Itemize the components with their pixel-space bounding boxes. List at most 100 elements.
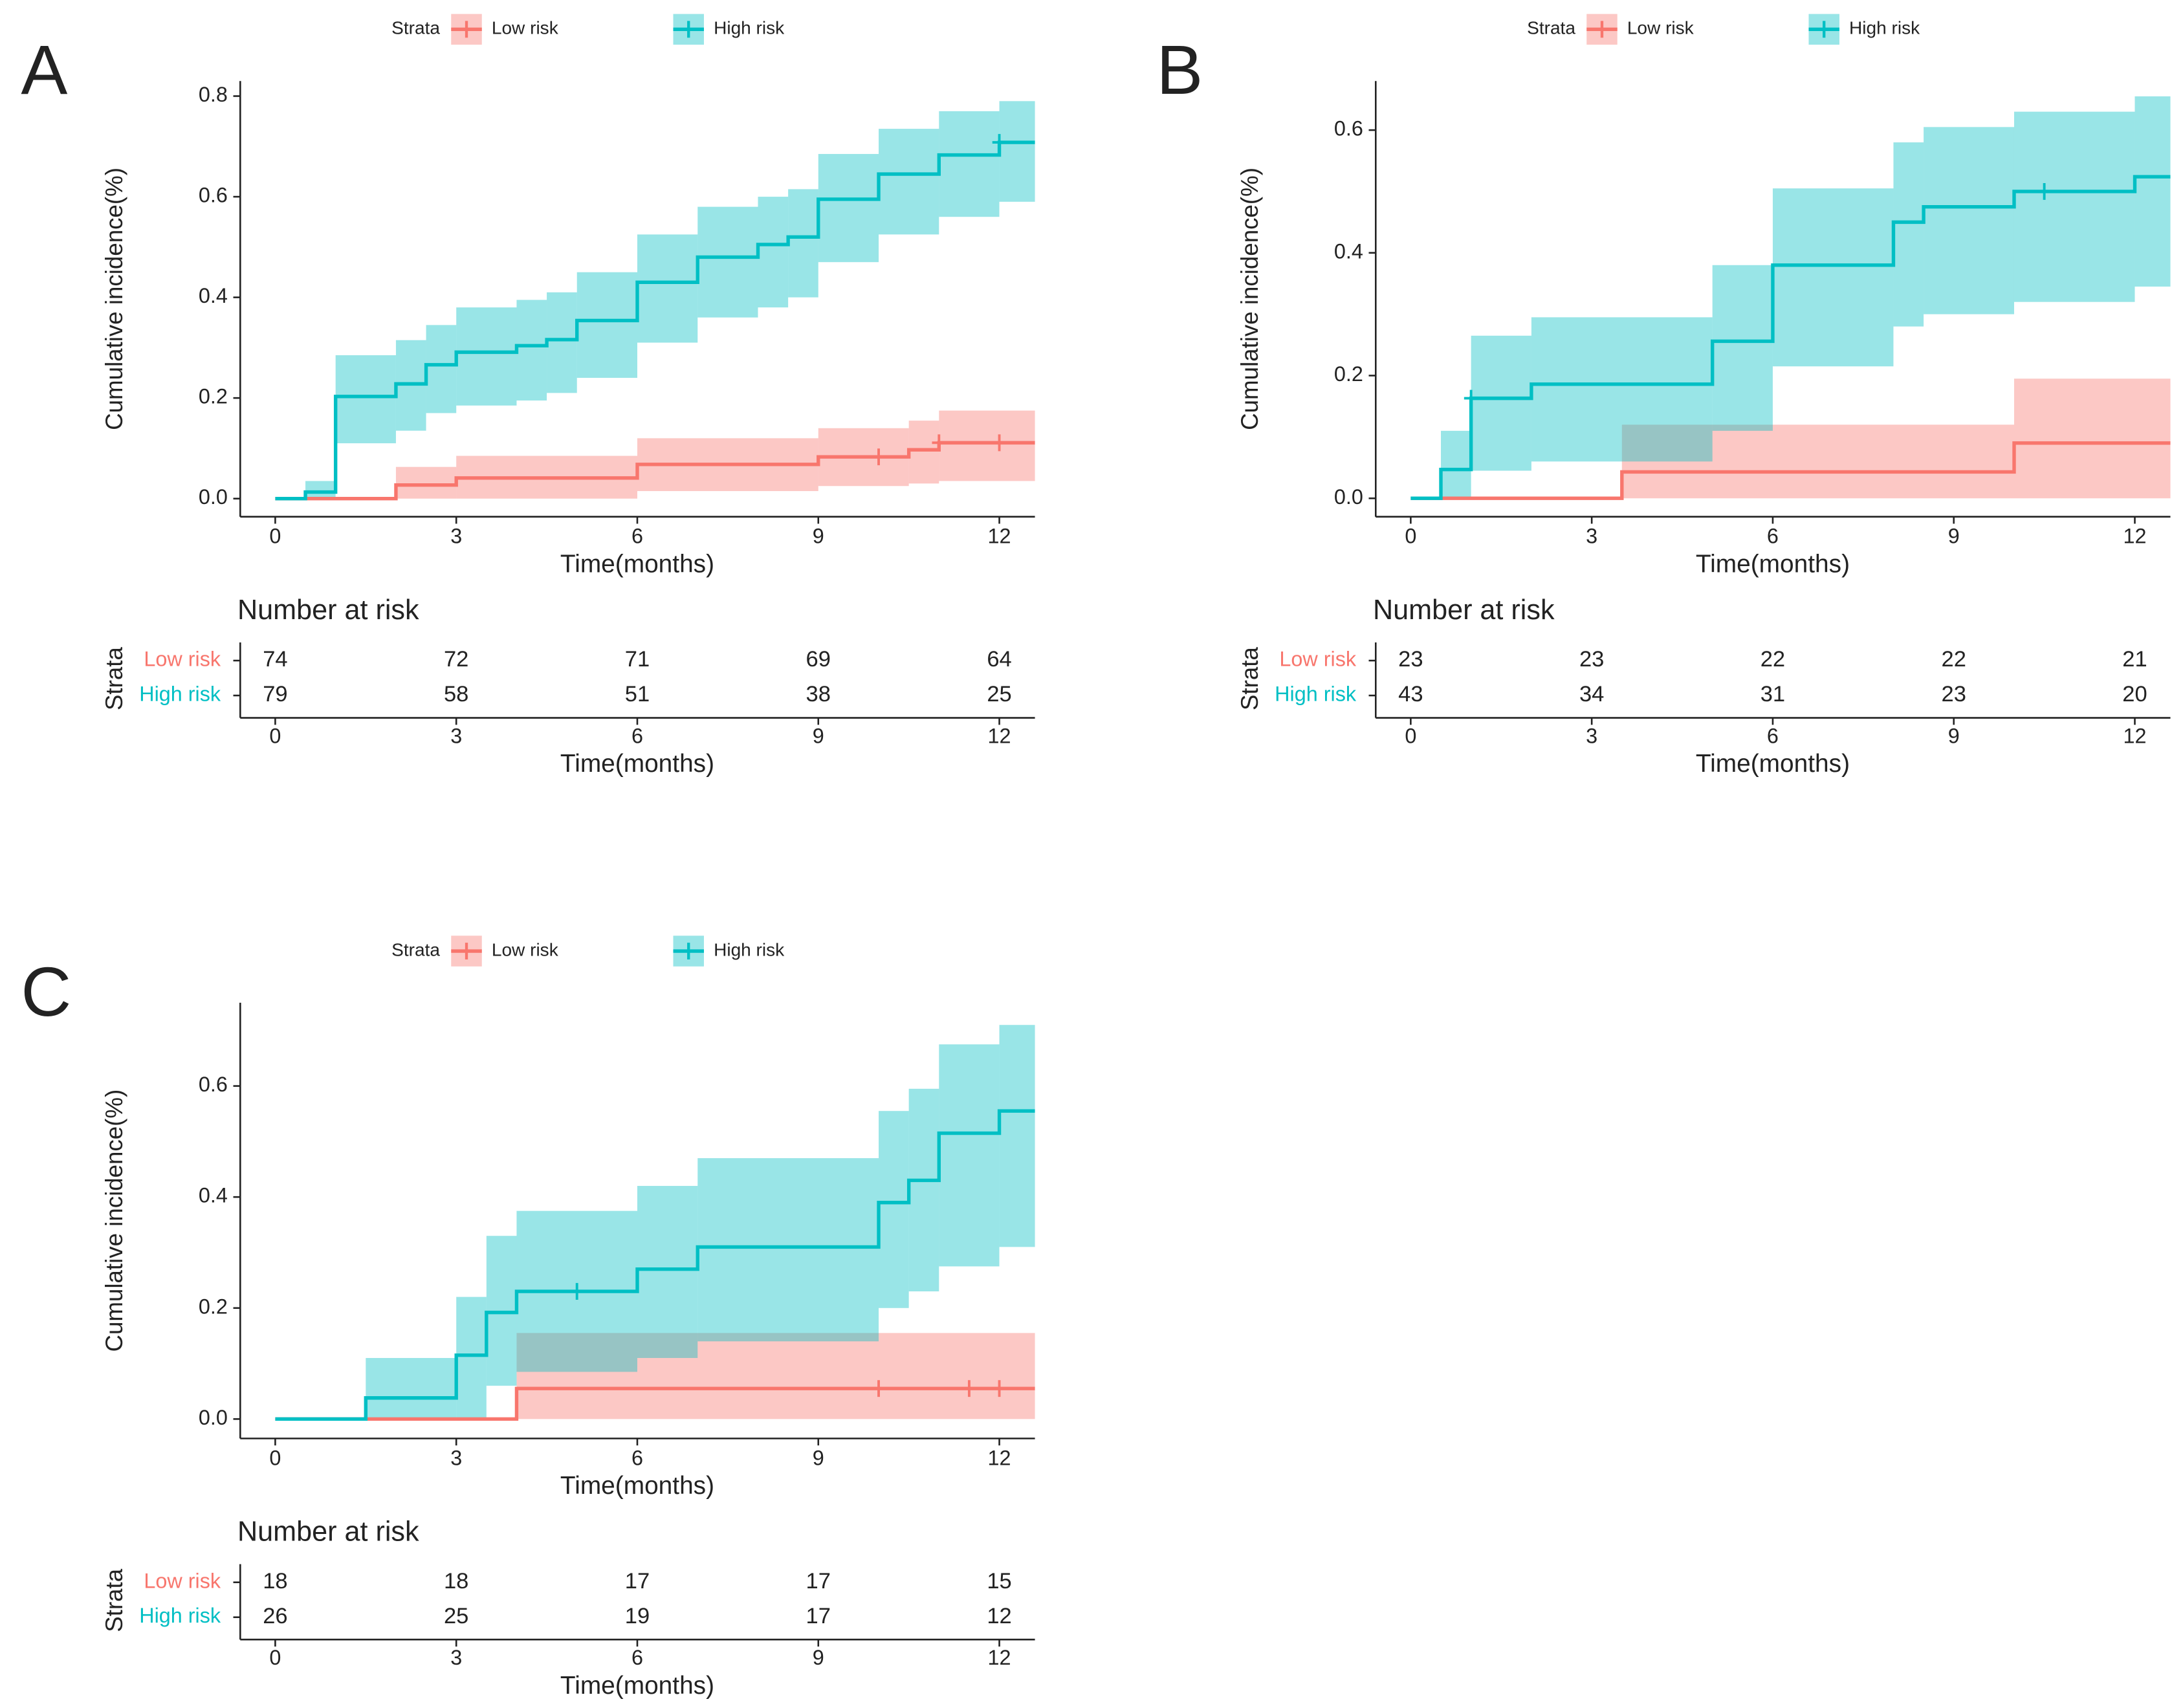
- step-line: [275, 1386, 1035, 1421]
- y-tick-label: 0.4: [199, 1184, 228, 1207]
- risk-table-strata-label: Strata: [101, 1568, 127, 1632]
- panel-label: B: [1156, 30, 1203, 109]
- confidence-band: [697, 1158, 879, 1342]
- risk-count: 43: [1398, 682, 1423, 706]
- legend-title: Strata: [391, 18, 440, 38]
- risk-table-title: Number at risk: [237, 1516, 419, 1548]
- x-tick-label: 9: [813, 525, 824, 548]
- risk-count: 17: [806, 1604, 831, 1628]
- risk-count: 25: [444, 1604, 468, 1628]
- x-tick-label: 0: [1405, 525, 1416, 548]
- confidence-band: [516, 300, 547, 401]
- confidence-band: [939, 111, 1000, 217]
- confidence-band: [1471, 335, 1531, 471]
- legend-label: Low risk: [492, 18, 559, 38]
- step-line: [275, 1109, 1035, 1421]
- risk-x-axis-title: Time(months): [560, 750, 714, 778]
- confidence-band: [637, 234, 698, 343]
- risk-x-tick-label: 6: [631, 1646, 643, 1669]
- risk-count: 26: [263, 1604, 287, 1628]
- x-tick-label: 12: [2123, 525, 2147, 548]
- y-tick-label: 0.6: [1334, 117, 1363, 140]
- risk-x-axis-title: Time(months): [1696, 750, 1850, 778]
- risk-x-tick-label: 12: [988, 1646, 1011, 1669]
- risk-table-title: Number at risk: [1373, 595, 1555, 626]
- x-tick-label: 6: [1767, 525, 1779, 548]
- x-axis-title: Time(months): [560, 1472, 714, 1500]
- legend-key-censor: [459, 943, 474, 959]
- censor-mark: [872, 448, 886, 466]
- risk-x-tick-label: 0: [269, 1646, 281, 1669]
- confidence-band: [426, 325, 457, 413]
- risk-row-label: High risk: [1275, 683, 1357, 706]
- censor-mark: [962, 1380, 976, 1397]
- confidence-band: [2013, 111, 2135, 302]
- risk-count: 17: [625, 1569, 650, 1593]
- legend-key-censor: [1595, 21, 1609, 38]
- risk-count: 72: [444, 647, 468, 672]
- risk-x-tick-label: 9: [1948, 724, 1960, 747]
- legend-title: Strata: [391, 939, 440, 959]
- risk-count: 23: [1398, 647, 1423, 672]
- risk-table-strata-label: Strata: [101, 647, 127, 710]
- confidence-band: [1772, 188, 1894, 367]
- confidence-band: [758, 197, 789, 308]
- x-tick-label: 12: [988, 1446, 1011, 1469]
- confidence-band: [637, 1186, 698, 1358]
- legend-label: High risk: [1849, 18, 1920, 38]
- y-axis-title: Cumulative incidence(%): [1236, 168, 1263, 430]
- x-axis-title: Time(months): [1696, 551, 1850, 578]
- confidence-band: [788, 189, 818, 298]
- censor-mark: [992, 134, 1007, 151]
- x-tick-label: 3: [1586, 525, 1597, 548]
- confidence-band: [456, 307, 517, 406]
- y-tick-label: 0.2: [1334, 362, 1363, 386]
- x-tick-label: 12: [988, 525, 1011, 548]
- risk-count: 20: [2122, 682, 2147, 706]
- risk-x-tick-label: 3: [1586, 724, 1597, 747]
- y-tick-label: 0.2: [199, 385, 228, 408]
- step-line: [1410, 441, 2171, 500]
- x-tick-label: 0: [269, 525, 281, 548]
- y-tick-label: 0.6: [199, 184, 228, 207]
- confidence-band: [818, 153, 879, 263]
- risk-count: 18: [444, 1569, 468, 1593]
- confidence-band: [547, 292, 577, 393]
- y-tick-label: 0.8: [199, 83, 228, 106]
- confidence-band: [908, 1088, 939, 1292]
- panel: A Strata Low risk High risk 0.0 0.2 0.4 0.6 0.8 C…: [21, 14, 1035, 778]
- y-axis-title: Cumulative incidence(%): [101, 1089, 127, 1352]
- confidence-band: [1893, 142, 1924, 327]
- risk-count: 19: [625, 1604, 650, 1628]
- confidence-band: [1441, 430, 1471, 499]
- x-axis-title: Time(months): [560, 551, 714, 578]
- risk-x-tick-label: 3: [450, 724, 462, 747]
- y-tick-label: 0.4: [199, 284, 228, 307]
- panel-label: A: [21, 30, 67, 109]
- censor-mark: [569, 1283, 584, 1300]
- confidence-band: [939, 410, 1035, 481]
- x-tick-label: 9: [813, 1446, 824, 1469]
- confidence-band: [939, 1044, 1000, 1267]
- censor-mark: [872, 1380, 886, 1397]
- y-tick-label: 0.0: [199, 485, 228, 509]
- risk-count: 79: [263, 682, 287, 706]
- risk-count: 17: [806, 1569, 831, 1593]
- x-tick-label: 3: [450, 1446, 462, 1469]
- risk-count: 74: [263, 647, 287, 672]
- risk-count: 69: [806, 647, 831, 672]
- risk-count: 34: [1579, 682, 1604, 706]
- risk-count: 22: [1761, 647, 1785, 672]
- x-tick-label: 6: [631, 525, 643, 548]
- legend-key-censor: [681, 21, 696, 38]
- y-tick-label: 0.6: [199, 1073, 228, 1096]
- risk-x-tick-label: 0: [1405, 724, 1416, 747]
- risk-count: 23: [1579, 647, 1604, 672]
- confidence-band: [335, 355, 396, 444]
- confidence-band: [2134, 96, 2171, 287]
- risk-row-label: Low risk: [144, 648, 221, 671]
- risk-count: 23: [1942, 682, 1966, 706]
- risk-count: 12: [987, 1604, 1011, 1628]
- confidence-band: [366, 1357, 457, 1419]
